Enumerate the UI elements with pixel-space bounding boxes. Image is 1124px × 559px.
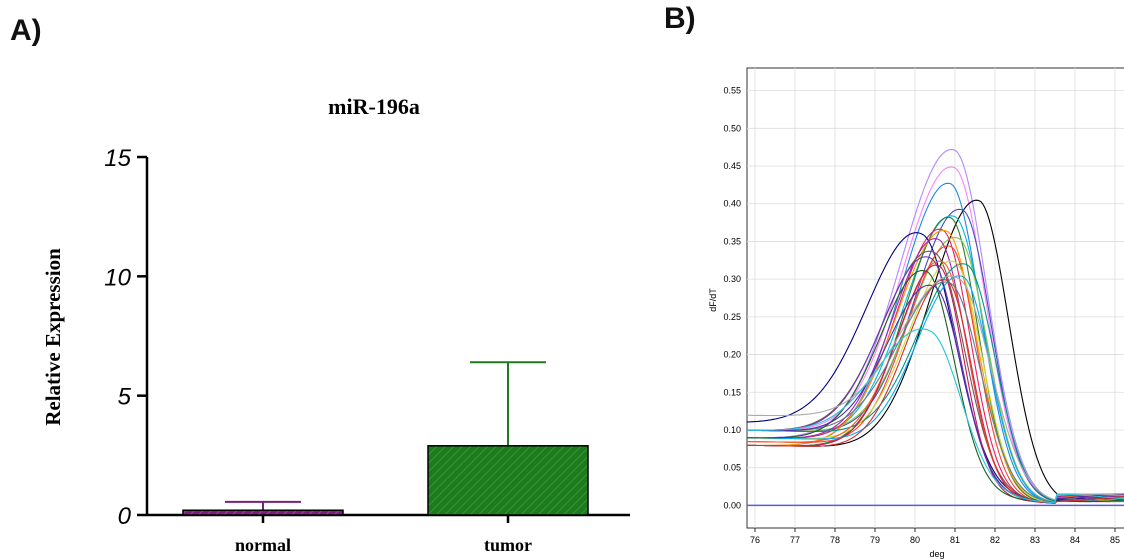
y-tick-label: 15 [104, 145, 131, 172]
melt-curve [747, 275, 1124, 501]
y-tick-label: 0.55 [723, 86, 741, 96]
panel-label-a: A) [10, 14, 42, 47]
y-tick-label: 0.00 [723, 500, 741, 510]
y-tick-label: 0.30 [723, 274, 741, 284]
melt-curve [747, 264, 1124, 504]
melt-curve [747, 260, 1124, 504]
x-tick-label: 80 [910, 535, 920, 545]
y-tick-label: 0.20 [723, 350, 741, 360]
y-tick-label: 0.35 [723, 236, 741, 246]
chart-b-ticks: 0.00 0.05 0.10 0.15 0.20 0.25 0.30 0.35 0.40 0.45… [723, 86, 1120, 545]
melt-curve [747, 279, 1124, 504]
melt-curve [747, 229, 1124, 504]
melt-curve [747, 208, 1124, 502]
melt-curve [747, 263, 1124, 502]
x-tick-label: 82 [990, 535, 1000, 545]
melt-curve [746, 215, 1124, 503]
chart-a-ylabel: Relative Expression [41, 248, 65, 426]
y-tick-label: 5 [118, 384, 132, 411]
melt-curve [747, 256, 1124, 504]
melt-curve [747, 182, 1124, 504]
melt-curve [746, 281, 1124, 503]
y-tick-label: 0 [118, 503, 132, 530]
melt-curve [747, 216, 1124, 504]
melt-curve [747, 236, 1124, 503]
chart-a-bars [182, 361, 589, 516]
x-tick-label: 78 [830, 535, 840, 545]
melt-curve [747, 245, 1124, 504]
y-tick-label: 0.25 [723, 312, 741, 322]
melt-curve [747, 270, 1124, 504]
y-tick-label: 0.15 [723, 387, 741, 397]
y-tick-label: 0.45 [723, 161, 741, 171]
x-tick-label: 84 [1070, 535, 1080, 545]
melt-curve [747, 260, 1124, 504]
bar-normal [182, 509, 344, 516]
chart-b-ylabel: dF/dT [708, 288, 718, 312]
melt-curve [747, 166, 1124, 503]
chart-a-x-axis: normal tumor [147, 513, 630, 555]
chart-b-grid [747, 68, 1124, 528]
melt-curve [746, 148, 1124, 502]
chart-b-xlabel: deg [929, 549, 944, 559]
bar-chart: miR-196a Relative Expression 0 5 10 15 norm… [41, 94, 630, 555]
y-tick-label: 0.10 [723, 425, 741, 435]
x-tick-label: tumor [484, 535, 532, 555]
y-tick-label: 0.40 [723, 199, 741, 209]
chart-a-title: miR-196a [328, 94, 420, 119]
melt-curve [746, 284, 1124, 504]
x-tick-label: normal [235, 535, 291, 555]
y-tick-label: 10 [104, 264, 131, 291]
melt-curve [746, 232, 1124, 504]
chart-a-y-axis: 0 5 10 15 [104, 145, 149, 530]
melt-curve [747, 328, 1124, 504]
melt-curve [747, 199, 1124, 502]
y-tick-label: 0.50 [723, 123, 741, 133]
melt-curve [747, 275, 1124, 503]
x-tick-label: 77 [790, 535, 800, 545]
chart-b-curves [746, 148, 1124, 507]
melt-curve [747, 250, 1124, 504]
x-tick-label: 79 [870, 535, 880, 545]
x-tick-label: 76 [750, 535, 760, 545]
chart-b-plot-border [746, 67, 1124, 529]
x-tick-label: 83 [1030, 535, 1040, 545]
x-tick-label: 81 [950, 535, 960, 545]
x-tick-label: 85 [1110, 535, 1120, 545]
bar-tumor [427, 445, 589, 516]
melt-curve [747, 238, 1124, 504]
y-tick-label: 0.05 [723, 463, 741, 473]
melt-curve [747, 228, 1124, 504]
panel-label-b: B) [664, 2, 696, 35]
